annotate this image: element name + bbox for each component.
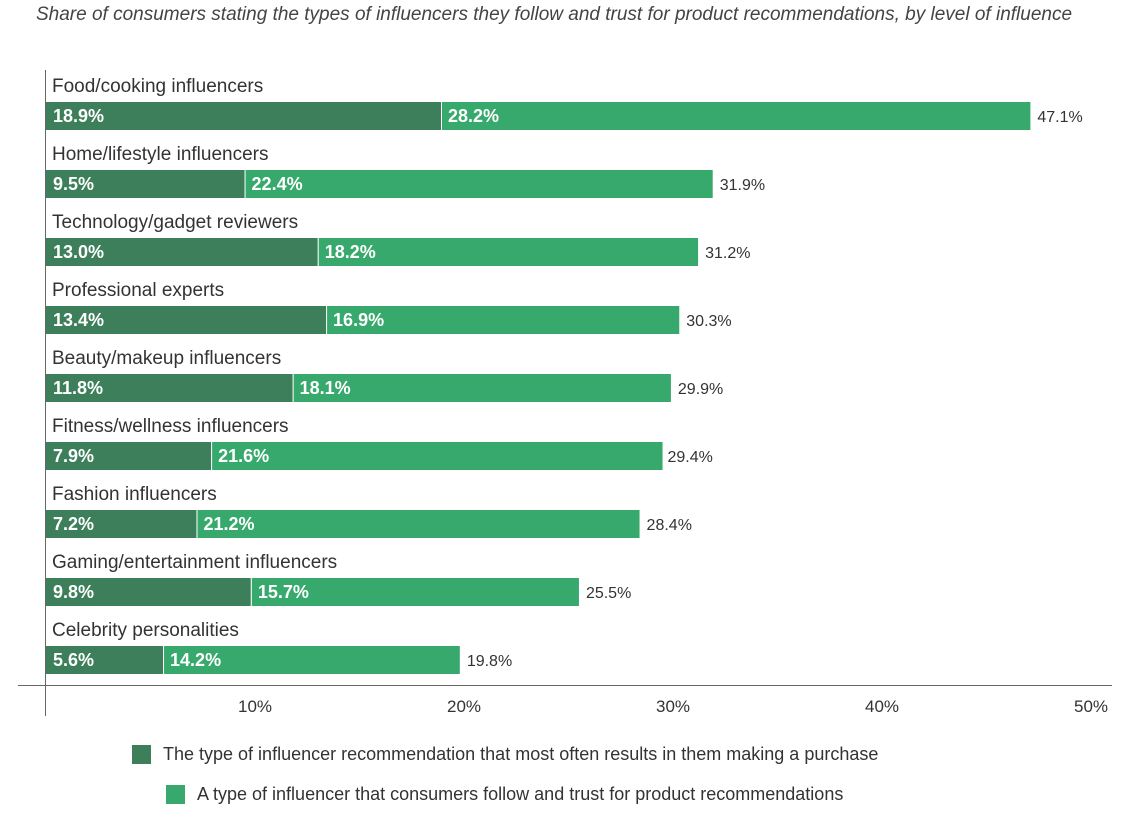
legend-swatch-purchase (132, 745, 151, 764)
category-label-home-lifestyle-influencers: Home/lifestyle influencers (52, 144, 268, 165)
category-label-professional-experts: Professional experts (52, 280, 224, 301)
category-label-fitness-wellness-influencers: Fitness/wellness influencers (52, 416, 289, 437)
bar-series1-food-cooking-influencers (46, 102, 442, 130)
total-label-home-lifestyle-influencers: 31.9% (720, 177, 765, 194)
data-label-series1-fashion-influencers: 7.2% (53, 514, 94, 534)
total-label-food-cooking-influencers: 47.1% (1037, 109, 1082, 126)
x-tick-label-30: 30% (656, 697, 690, 716)
x-axis-ticks: 10% 20% 30% 40% 50% (238, 697, 1108, 716)
category-label-food-cooking-influencers: Food/cooking influencers (52, 76, 263, 97)
bar-series2-food-cooking-influencers (441, 102, 1031, 130)
total-label-celebrity-personalities: 19.8% (467, 653, 512, 670)
category-label-celebrity-personalities: Celebrity personalities (52, 620, 239, 641)
bar-series1-gaming-entertainment-influencers (46, 578, 251, 606)
legend-item-purchase: The type of influencer recommendation th… (132, 744, 878, 765)
x-tick-label-10: 10% (238, 697, 272, 716)
data-label-series2-beauty-makeup-influencers: 18.1% (300, 378, 351, 398)
bar-series1-beauty-makeup-influencers (46, 374, 293, 402)
category-label-gaming-entertainment-influencers: Gaming/entertainment influencers (52, 552, 337, 573)
total-label-fashion-influencers: 28.4% (647, 517, 692, 534)
bar-series1-professional-experts (46, 306, 327, 334)
bar-series2-technology-gadget-reviewers (317, 238, 699, 266)
legend-label-trust: A type of influencer that consumers foll… (197, 784, 844, 804)
legend-swatch-trust (166, 785, 185, 804)
total-label-professional-experts: 30.3% (686, 313, 731, 330)
x-tick-label-50: 50% (1074, 697, 1108, 716)
category-label-fashion-influencers: Fashion influencers (52, 484, 217, 505)
bar-series1-home-lifestyle-influencers (46, 170, 245, 198)
data-label-series2-professional-experts: 16.9% (333, 310, 384, 330)
chart-subtitle: Share of consumers stating the types of … (36, 4, 1073, 25)
bar-series2-beauty-makeup-influencers (292, 374, 671, 402)
total-label-fitness-wellness-influencers: 29.4% (667, 449, 712, 466)
bars-layer: Food/cooking influencers 18.9% 28.2% 47.1% H… (46, 76, 1083, 674)
data-label-series2-celebrity-personalities: 14.2% (170, 650, 221, 670)
bar-series1-fitness-wellness-influencers (46, 442, 212, 470)
data-label-series1-gaming-entertainment-influencers: 9.8% (53, 582, 94, 602)
data-label-series1-beauty-makeup-influencers: 11.8% (53, 378, 103, 398)
x-tick-label-40: 40% (865, 697, 899, 716)
data-label-series1-fitness-wellness-influencers: 7.9% (53, 446, 94, 466)
data-label-series1-food-cooking-influencers: 18.9% (53, 106, 104, 126)
data-label-series1-home-lifestyle-influencers: 9.5% (53, 174, 94, 194)
data-label-series2-food-cooking-influencers: 28.2% (448, 106, 499, 126)
data-label-series2-gaming-entertainment-influencers: 15.7% (258, 582, 309, 602)
data-label-series2-fashion-influencers: 21.2% (203, 514, 254, 534)
bar-series2-celebrity-personalities (163, 646, 460, 674)
category-label-technology-gadget-reviewers: Technology/gadget reviewers (52, 212, 298, 233)
bar-series2-fashion-influencers (196, 510, 640, 538)
total-label-technology-gadget-reviewers: 31.2% (705, 245, 750, 262)
total-label-gaming-entertainment-influencers: 25.5% (586, 585, 631, 602)
data-label-series1-technology-gadget-reviewers: 13.0% (53, 242, 104, 262)
bar-series1-technology-gadget-reviewers (46, 238, 318, 266)
data-label-series2-fitness-wellness-influencers: 21.6% (218, 446, 269, 466)
legend-item-trust: A type of influencer that consumers foll… (166, 784, 843, 805)
legend-label-purchase: The type of influencer recommendation th… (163, 744, 879, 764)
bar-series2-home-lifestyle-influencers (244, 170, 713, 198)
bar-series2-fitness-wellness-influencers (211, 442, 663, 470)
data-label-series1-celebrity-personalities: 5.6% (53, 650, 94, 670)
data-label-series2-home-lifestyle-influencers: 22.4% (252, 174, 303, 194)
total-label-beauty-makeup-influencers: 29.9% (678, 381, 723, 398)
data-label-series1-professional-experts: 13.4% (53, 310, 104, 330)
bar-series2-gaming-entertainment-influencers (250, 578, 579, 606)
bar-series1-fashion-influencers (46, 510, 197, 538)
bar-series2-professional-experts (326, 306, 680, 334)
bar-chart: Food/cooking influencers 18.9% 28.2% 47.1% H… (18, 70, 1112, 716)
data-label-series2-technology-gadget-reviewers: 18.2% (325, 242, 376, 262)
x-tick-label-20: 20% (447, 697, 481, 716)
category-label-beauty-makeup-influencers: Beauty/makeup influencers (52, 348, 281, 369)
bar-series1-celebrity-personalities (46, 646, 164, 674)
